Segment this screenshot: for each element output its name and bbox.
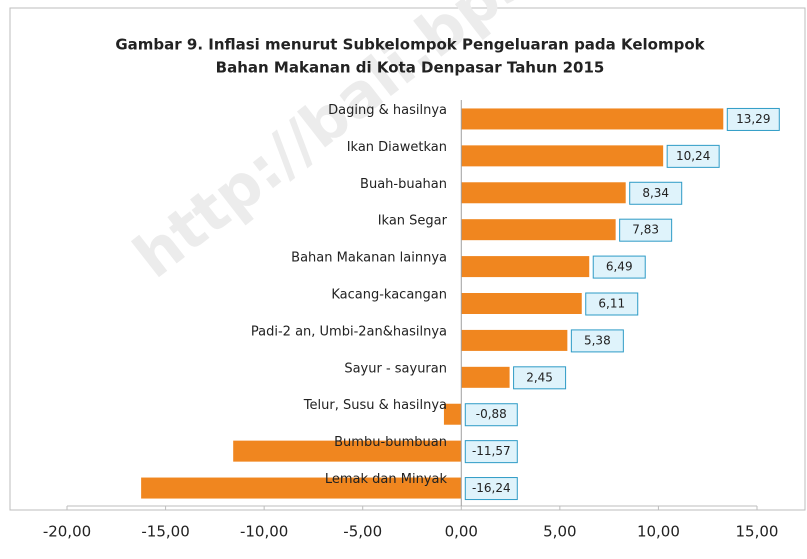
value-label: 8,34 [642, 186, 669, 200]
bar [461, 366, 510, 388]
x-tick-label: 15,00 [736, 523, 779, 541]
value-label-box [629, 181, 683, 205]
bar [443, 403, 462, 425]
y-tick-label: Bumbu-bumbuan [334, 435, 447, 450]
value-label-box [619, 218, 673, 242]
x-tick-label: -10,00 [240, 523, 288, 541]
value-label-box [464, 477, 518, 501]
y-tick-label: Padi-2 an, Umbi-2an&hasilnya [251, 324, 447, 339]
bar [461, 145, 664, 167]
value-label: -0,88 [476, 407, 507, 421]
value-label: 10,24 [676, 149, 710, 163]
chart-frame [9, 7, 806, 511]
y-tick-label: Kacang-kacangan [331, 288, 447, 303]
value-label-box [726, 107, 780, 131]
value-label-box [464, 403, 518, 427]
x-tick-label: 10,00 [637, 523, 680, 541]
value-label: 13,29 [736, 112, 770, 126]
y-tick-label: Ikan Diawetkan [347, 140, 447, 155]
bar [461, 329, 568, 351]
y-tick-label: Bahan Makanan lainnya [291, 251, 447, 266]
y-tick-label: Ikan Segar [378, 214, 448, 229]
value-label-box [585, 292, 639, 316]
x-tick-label: 0,00 [445, 523, 478, 541]
value-label-box [592, 255, 646, 279]
y-tick-label: Sayur - sayuran [344, 361, 447, 376]
bar [461, 219, 616, 241]
bar [461, 108, 724, 130]
bar [461, 293, 582, 314]
chart-title: Gambar 9. Inflasi menurut Subkelompok Pe… [115, 36, 705, 54]
bar [233, 440, 462, 462]
value-label: 7,83 [632, 223, 659, 237]
x-tick-label: 5,00 [543, 523, 576, 541]
value-label-box [666, 144, 720, 168]
y-tick-label: Lemak dan Minyak [325, 472, 448, 487]
value-label-box [513, 366, 567, 390]
value-label: -11,57 [472, 444, 511, 458]
x-tick-label: -20,00 [43, 523, 91, 541]
bar [141, 477, 462, 499]
chart-title: Bahan Makanan di Kota Denpasar Tahun 201… [216, 59, 605, 77]
bar [461, 182, 626, 204]
value-label-box [570, 329, 624, 353]
y-tick-label: Telur, Susu & hasilnya [303, 398, 447, 413]
x-tick-label: -15,00 [141, 523, 189, 541]
value-label: 6,11 [598, 297, 625, 311]
x-tick-label: -5,00 [343, 523, 382, 541]
value-label: 6,49 [606, 260, 633, 274]
y-tick-label: Daging & hasilnya [328, 103, 447, 118]
value-label: 5,38 [584, 333, 611, 347]
value-label: -16,24 [472, 481, 511, 495]
value-label: 2,45 [526, 370, 553, 384]
value-label-box [464, 440, 518, 464]
bar [461, 256, 590, 278]
y-tick-label: Buah-buahan [360, 177, 447, 192]
